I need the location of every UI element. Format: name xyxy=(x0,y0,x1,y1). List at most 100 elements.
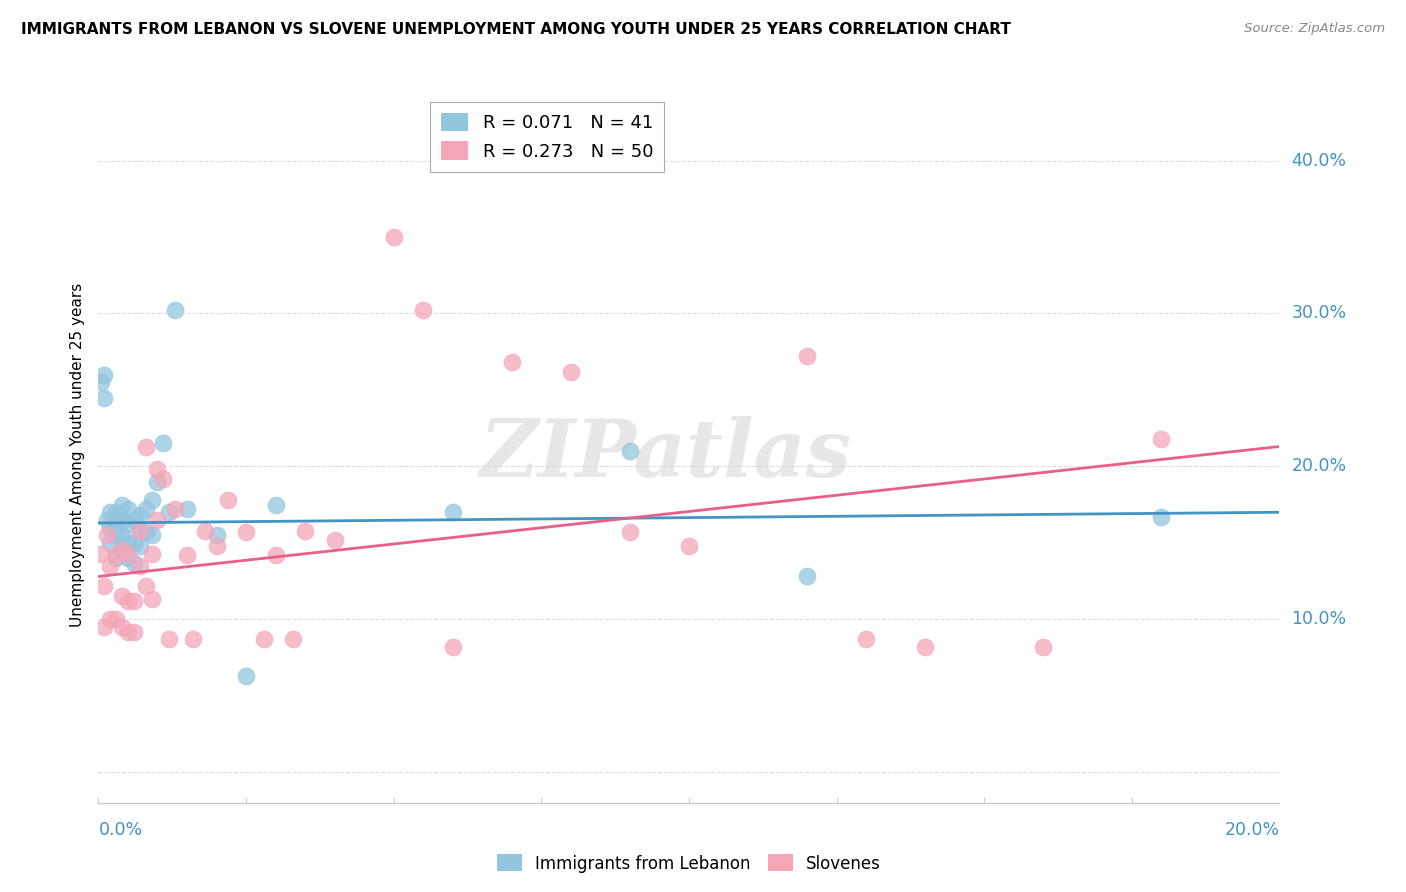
Point xyxy=(93,391,115,405)
Point xyxy=(135,502,157,516)
Point xyxy=(135,440,157,454)
Point xyxy=(141,493,163,508)
Text: ZIPatlas: ZIPatlas xyxy=(479,417,852,493)
Legend: R = 0.071   N = 41, R = 0.273   N = 50: R = 0.071 N = 41, R = 0.273 N = 50 xyxy=(430,103,664,171)
Legend: Immigrants from Lebanon, Slovenes: Immigrants from Lebanon, Slovenes xyxy=(491,847,887,880)
Point xyxy=(146,462,169,476)
Point xyxy=(117,551,139,566)
Point xyxy=(146,475,169,489)
Point xyxy=(152,436,174,450)
Point xyxy=(165,303,187,318)
Point xyxy=(117,517,139,532)
Text: Source: ZipAtlas.com: Source: ZipAtlas.com xyxy=(1244,22,1385,36)
Point xyxy=(157,632,180,647)
Text: Unemployment Among Youth under 25 years: Unemployment Among Youth under 25 years xyxy=(70,283,84,627)
Point xyxy=(105,528,128,542)
Point xyxy=(501,355,523,369)
Point xyxy=(122,536,145,550)
Point xyxy=(412,303,434,318)
Text: IMMIGRANTS FROM LEBANON VS SLOVENE UNEMPLOYMENT AMONG YOUTH UNDER 25 YEARS CORRE: IMMIGRANTS FROM LEBANON VS SLOVENE UNEMP… xyxy=(21,22,1011,37)
Point xyxy=(105,612,128,626)
Point xyxy=(141,592,163,607)
Point xyxy=(141,547,163,561)
Point xyxy=(117,536,139,550)
Point xyxy=(98,505,121,519)
Point xyxy=(111,528,134,542)
Point xyxy=(117,502,139,516)
Point xyxy=(117,547,139,561)
Point xyxy=(93,620,115,634)
Point xyxy=(122,513,145,527)
Point xyxy=(111,543,134,558)
Point xyxy=(98,536,121,550)
Point xyxy=(117,624,139,639)
Point xyxy=(105,505,128,519)
Point xyxy=(619,525,641,540)
Point xyxy=(796,349,818,363)
Point xyxy=(194,524,217,538)
Point xyxy=(117,594,139,608)
Point xyxy=(796,569,818,583)
Point xyxy=(111,498,134,512)
Point xyxy=(128,508,150,523)
Point xyxy=(181,632,204,647)
Point xyxy=(294,524,316,538)
Point xyxy=(441,640,464,654)
Point xyxy=(152,472,174,486)
Text: 20.0%: 20.0% xyxy=(1225,822,1279,839)
Point xyxy=(441,505,464,519)
Point xyxy=(128,524,150,538)
Text: 10.0%: 10.0% xyxy=(1291,610,1347,628)
Point xyxy=(111,590,134,604)
Point xyxy=(141,528,163,542)
Point xyxy=(111,620,134,634)
Point xyxy=(157,505,180,519)
Point xyxy=(135,525,157,540)
Point xyxy=(205,528,228,542)
Point xyxy=(111,513,134,527)
Point xyxy=(122,556,145,570)
Point xyxy=(93,368,115,382)
Point xyxy=(235,525,257,540)
Point xyxy=(111,543,134,558)
Point xyxy=(105,548,128,562)
Point xyxy=(122,624,145,639)
Point xyxy=(128,524,150,538)
Point xyxy=(98,558,121,573)
Point xyxy=(253,632,276,647)
Point xyxy=(90,547,112,561)
Point xyxy=(205,539,228,553)
Point xyxy=(165,502,187,516)
Point xyxy=(98,612,121,626)
Point xyxy=(98,520,121,534)
Text: 40.0%: 40.0% xyxy=(1291,152,1347,169)
Point xyxy=(264,548,287,562)
Point xyxy=(323,533,346,547)
Point xyxy=(382,230,405,244)
Point xyxy=(128,558,150,573)
Text: 30.0%: 30.0% xyxy=(1291,304,1347,323)
Point xyxy=(176,502,198,516)
Point xyxy=(619,444,641,458)
Point xyxy=(128,539,150,553)
Point xyxy=(914,640,936,654)
Point xyxy=(1032,640,1054,654)
Point xyxy=(217,493,239,508)
Point xyxy=(96,513,118,527)
Point xyxy=(105,551,128,566)
Point xyxy=(96,528,118,542)
Point xyxy=(560,365,582,379)
Point xyxy=(146,513,169,527)
Text: 0.0%: 0.0% xyxy=(98,822,142,839)
Point xyxy=(283,632,305,647)
Point xyxy=(135,579,157,593)
Point xyxy=(678,539,700,553)
Point xyxy=(93,579,115,593)
Point xyxy=(1150,509,1173,524)
Point xyxy=(105,513,128,527)
Point xyxy=(264,498,287,512)
Point xyxy=(176,548,198,562)
Point xyxy=(235,669,257,683)
Point xyxy=(1150,432,1173,446)
Point xyxy=(90,376,112,390)
